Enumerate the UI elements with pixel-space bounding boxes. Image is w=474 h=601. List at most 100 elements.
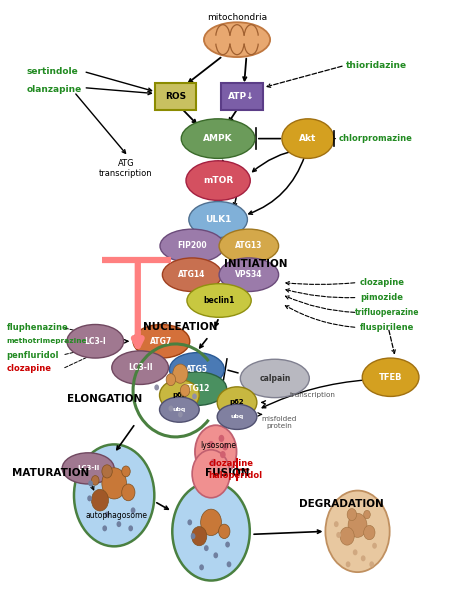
Circle shape	[222, 443, 228, 450]
Text: misfolded
protein: misfolded protein	[262, 416, 297, 429]
Ellipse shape	[160, 229, 224, 263]
Circle shape	[122, 484, 135, 501]
Circle shape	[225, 542, 230, 548]
Circle shape	[128, 525, 133, 531]
Text: ubq: ubq	[230, 414, 244, 419]
Text: autophagosome: autophagosome	[85, 511, 147, 520]
Text: ATG13: ATG13	[235, 242, 263, 251]
Text: ELONGATION: ELONGATION	[67, 394, 142, 404]
Circle shape	[334, 521, 338, 527]
Circle shape	[102, 468, 127, 499]
Text: INITIATION: INITIATION	[224, 259, 288, 269]
Circle shape	[372, 543, 377, 549]
Circle shape	[166, 374, 175, 386]
Text: MATURATION: MATURATION	[12, 468, 89, 478]
Text: penfluridol: penfluridol	[7, 350, 59, 359]
Ellipse shape	[217, 387, 257, 418]
Text: NUCLEATION: NUCLEATION	[143, 323, 218, 332]
Circle shape	[191, 533, 195, 539]
Circle shape	[122, 466, 130, 477]
Circle shape	[353, 549, 357, 555]
Text: LC3-II: LC3-II	[77, 465, 99, 471]
Circle shape	[220, 451, 226, 458]
Circle shape	[105, 511, 109, 517]
Text: AMPK: AMPK	[203, 134, 233, 143]
Text: chlorpromazine: chlorpromazine	[338, 134, 412, 143]
Text: sertindole: sertindole	[27, 67, 79, 76]
Text: clozapine: clozapine	[209, 459, 254, 468]
Circle shape	[361, 555, 365, 561]
Circle shape	[210, 459, 216, 466]
Circle shape	[192, 394, 197, 400]
Text: ATG12: ATG12	[183, 384, 210, 393]
Ellipse shape	[217, 404, 257, 430]
Text: haloperidol: haloperidol	[209, 471, 263, 480]
Circle shape	[91, 489, 109, 511]
Text: LC3-I: LC3-I	[84, 337, 106, 346]
Text: ATG14: ATG14	[178, 270, 206, 279]
Text: FUSION: FUSION	[205, 468, 250, 478]
Text: ubq: ubq	[173, 407, 186, 412]
Circle shape	[88, 480, 93, 486]
Circle shape	[102, 525, 107, 531]
Circle shape	[346, 561, 350, 567]
Circle shape	[347, 508, 356, 520]
Text: ATG5: ATG5	[186, 365, 208, 374]
Circle shape	[208, 441, 214, 448]
Circle shape	[173, 364, 188, 383]
Ellipse shape	[169, 353, 224, 386]
Text: FIP200: FIP200	[177, 242, 207, 251]
Ellipse shape	[187, 284, 251, 317]
Text: ATG
transcription: ATG transcription	[99, 159, 153, 178]
Circle shape	[219, 524, 230, 538]
Text: DEGRADATION: DEGRADATION	[299, 499, 383, 510]
Circle shape	[191, 526, 207, 546]
Circle shape	[213, 552, 218, 558]
Ellipse shape	[160, 397, 199, 423]
Text: olanzapine: olanzapine	[27, 85, 82, 94]
Text: calpain: calpain	[259, 374, 291, 383]
Text: fluspirilene: fluspirilene	[360, 323, 414, 332]
Circle shape	[117, 521, 121, 527]
Ellipse shape	[181, 119, 255, 159]
Ellipse shape	[240, 359, 310, 398]
Circle shape	[187, 519, 192, 525]
Ellipse shape	[219, 258, 279, 291]
Ellipse shape	[160, 380, 199, 411]
Circle shape	[87, 495, 92, 501]
Circle shape	[178, 412, 182, 418]
Circle shape	[219, 435, 224, 442]
Circle shape	[131, 507, 136, 513]
Circle shape	[168, 406, 173, 412]
Circle shape	[195, 426, 237, 478]
Circle shape	[199, 564, 204, 570]
Ellipse shape	[189, 201, 247, 237]
Text: ATP↓: ATP↓	[228, 92, 255, 101]
Circle shape	[340, 527, 354, 545]
Text: transcription: transcription	[290, 392, 336, 398]
Text: p62: p62	[230, 400, 244, 406]
Text: mitochondria: mitochondria	[207, 13, 267, 22]
FancyBboxPatch shape	[221, 84, 263, 110]
Text: methotrimeprazine: methotrimeprazine	[7, 338, 87, 344]
Text: lysosome: lysosome	[200, 441, 236, 450]
Circle shape	[369, 561, 374, 567]
Text: trifluoperazine: trifluoperazine	[355, 308, 419, 317]
Circle shape	[325, 490, 390, 572]
Ellipse shape	[67, 325, 124, 358]
Circle shape	[336, 532, 341, 538]
Circle shape	[348, 513, 367, 537]
Text: clozapine: clozapine	[360, 278, 405, 287]
Text: TFEB: TFEB	[379, 373, 402, 382]
Text: clozapine: clozapine	[7, 364, 51, 373]
Circle shape	[91, 475, 99, 485]
FancyBboxPatch shape	[155, 84, 196, 110]
Ellipse shape	[163, 258, 222, 291]
Ellipse shape	[362, 358, 419, 397]
Text: ULK1: ULK1	[205, 215, 231, 224]
Text: p62: p62	[172, 392, 187, 398]
Text: thioridazine: thioridazine	[346, 61, 407, 70]
Text: fluphenazine: fluphenazine	[7, 323, 68, 332]
Ellipse shape	[133, 325, 190, 358]
Ellipse shape	[282, 119, 334, 159]
